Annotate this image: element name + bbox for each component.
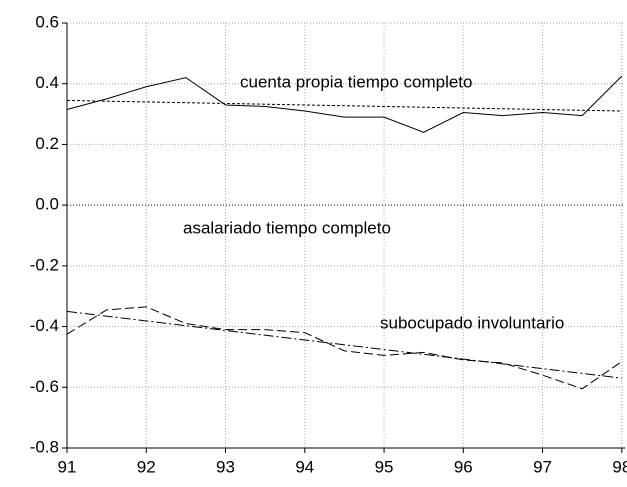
annotation: cuenta propia tiempo completo <box>240 72 472 91</box>
x-tick-label: 92 <box>137 457 156 476</box>
x-tick-label: 95 <box>375 457 394 476</box>
y-tick-label: -0.2 <box>30 255 59 274</box>
series-line <box>66 99 622 112</box>
series-line <box>66 75 623 133</box>
y-tick-label: -0.8 <box>30 437 59 456</box>
x-tick-label: 94 <box>295 457 314 476</box>
x-tick-label: 91 <box>58 457 77 476</box>
y-tick-label: 0.4 <box>35 73 59 92</box>
x-tick-label: 93 <box>216 457 235 476</box>
series-line <box>66 306 623 390</box>
x-tick-label: 97 <box>533 457 552 476</box>
y-tick-label: -0.4 <box>30 316 59 335</box>
y-tick-label: 0.6 <box>35 12 59 31</box>
y-tick-label: -0.6 <box>30 377 59 396</box>
x-tick-label: 96 <box>454 457 473 476</box>
annotation: asalariado tiempo completo <box>183 218 391 237</box>
y-tick-label: 0.2 <box>35 134 59 153</box>
series-line <box>66 310 622 379</box>
annotation: subocupado involuntario <box>380 313 564 332</box>
y-tick-label: 0.0 <box>35 195 59 214</box>
x-tick-label: 98 <box>612 457 627 476</box>
